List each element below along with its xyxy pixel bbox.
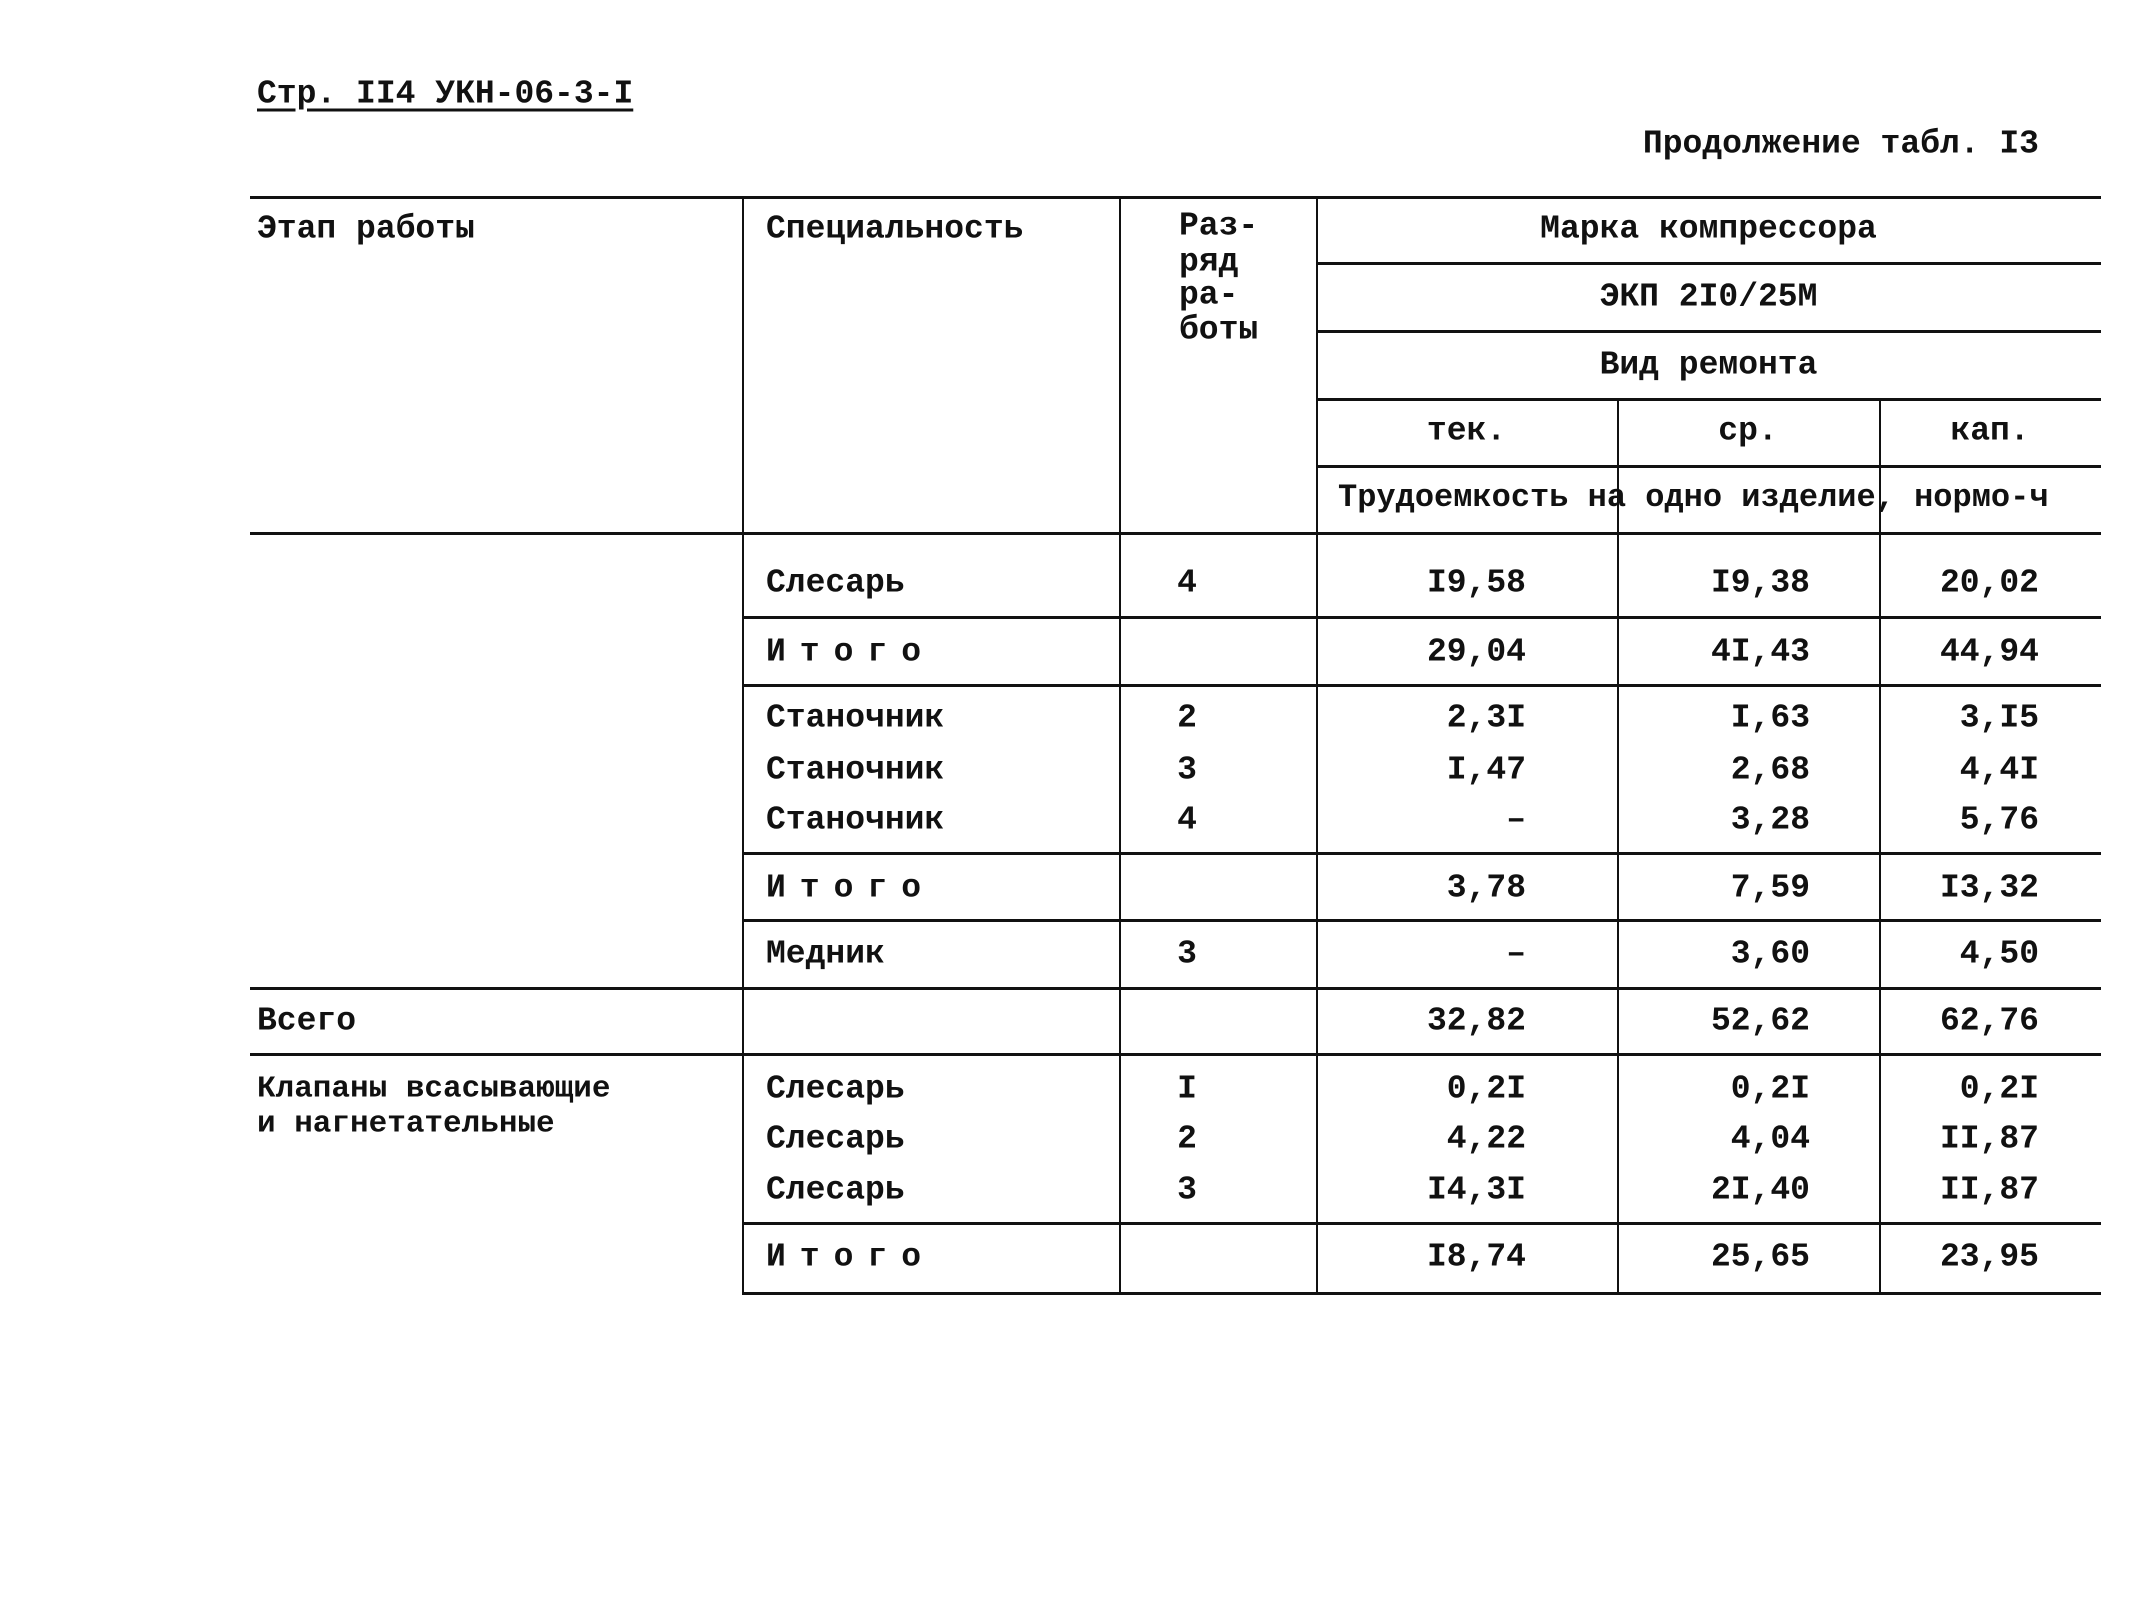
value-cell: I8,74 bbox=[1426, 1238, 1526, 1276]
header-compressor-brand: Марка компрессора bbox=[1540, 210, 1877, 248]
header-grade-1: Раз- bbox=[1179, 207, 1259, 245]
value-cell: 4,50 bbox=[1959, 935, 2039, 973]
value-cell: 5,76 bbox=[1959, 801, 2039, 839]
table-continuation-label: Продолжение табл. I3 bbox=[1642, 125, 2039, 163]
header-grade-4: боты bbox=[1179, 311, 1259, 349]
specialty-cell: Слесарь bbox=[766, 1070, 905, 1108]
value-cell: 2I,40 bbox=[1710, 1171, 1810, 1209]
stage-cell: Всего bbox=[257, 1002, 357, 1040]
value-cell: II,87 bbox=[1939, 1171, 2039, 1209]
specialty-cell: Станочник bbox=[766, 751, 945, 789]
value-cell: 2,68 bbox=[1730, 751, 1810, 789]
column-divider bbox=[1316, 197, 1318, 1293]
value-cell: 0,2I bbox=[1959, 1070, 2039, 1108]
value-cell: 4,22 bbox=[1446, 1120, 1526, 1158]
header-stage: Этап работы bbox=[257, 210, 475, 248]
value-cell: 29,04 bbox=[1426, 633, 1526, 671]
row-divider bbox=[742, 1292, 2101, 1295]
value-cell: 3,I5 bbox=[1959, 699, 2039, 737]
specialty-cell: Медник bbox=[766, 935, 885, 973]
page-ref: Стр. II4 УКН-06-3-I bbox=[257, 75, 634, 113]
row-divider bbox=[742, 1222, 2101, 1225]
value-cell: – bbox=[1506, 935, 1526, 973]
column-divider bbox=[1119, 197, 1121, 1293]
value-cell: 0,2I bbox=[1446, 1070, 1526, 1108]
specialty-cell: Станочник bbox=[766, 801, 945, 839]
total-label: Итого bbox=[766, 1238, 936, 1276]
row-divider bbox=[1316, 262, 2101, 265]
row-divider bbox=[250, 1053, 2101, 1056]
header-repair-capital: кап. bbox=[1950, 412, 2030, 450]
row-divider bbox=[742, 919, 2101, 922]
column-divider bbox=[1879, 399, 1881, 1293]
value-cell: – bbox=[1506, 801, 1526, 839]
row-divider bbox=[1316, 330, 2101, 333]
value-cell: 62,76 bbox=[1939, 1002, 2039, 1040]
value-cell: I,63 bbox=[1730, 699, 1810, 737]
value-cell: 3,28 bbox=[1730, 801, 1810, 839]
value-cell: 3,78 bbox=[1446, 869, 1526, 907]
row-divider bbox=[250, 987, 2101, 990]
value-cell: II,87 bbox=[1939, 1120, 2039, 1158]
value-cell: 32,82 bbox=[1426, 1002, 1526, 1040]
header-repair-type: Вид ремонта bbox=[1599, 346, 1818, 384]
column-divider bbox=[742, 197, 744, 1293]
header-grade-2: ряд bbox=[1179, 243, 1239, 281]
grade-cell: I bbox=[1177, 1070, 1197, 1108]
value-cell: I4,3I bbox=[1426, 1171, 1526, 1209]
grade-cell: 2 bbox=[1177, 699, 1197, 737]
grade-cell: 3 bbox=[1177, 751, 1197, 789]
header-compressor-model: ЭКП 2I0/25М bbox=[1599, 278, 1818, 316]
value-cell: 25,65 bbox=[1710, 1238, 1810, 1276]
stage-cell: Клапаны всасывающие bbox=[257, 1071, 611, 1107]
specialty-cell: Станочник bbox=[766, 699, 945, 737]
total-label: Итого bbox=[766, 633, 936, 671]
row-divider bbox=[250, 196, 2101, 199]
row-divider bbox=[742, 684, 2101, 687]
value-cell: I9,58 bbox=[1426, 564, 1526, 602]
value-cell: I3,32 bbox=[1939, 869, 2039, 907]
value-cell: 7,59 bbox=[1730, 869, 1810, 907]
grade-cell: 2 bbox=[1177, 1120, 1197, 1158]
value-cell: 2,3I bbox=[1446, 699, 1526, 737]
specialty-cell: Слесарь bbox=[766, 564, 905, 602]
grade-cell: 4 bbox=[1177, 564, 1197, 602]
value-cell: 23,95 bbox=[1939, 1238, 2039, 1276]
value-cell: I,47 bbox=[1446, 751, 1526, 789]
value-cell: 3,60 bbox=[1730, 935, 1810, 973]
header-repair-medium: ср. bbox=[1718, 412, 1778, 450]
header-grade-3: ра- bbox=[1179, 276, 1239, 314]
header-repair-current: тек. bbox=[1426, 412, 1507, 450]
specialty-cell: Слесарь bbox=[766, 1171, 905, 1209]
header-labor: Трудоемкость на одно изделие, нормо-ч bbox=[1338, 479, 2049, 516]
row-divider bbox=[742, 616, 2101, 619]
value-cell: 52,62 bbox=[1710, 1002, 1810, 1040]
grade-cell: 4 bbox=[1177, 801, 1197, 839]
row-divider bbox=[250, 532, 2101, 535]
total-label: Итого bbox=[766, 869, 936, 907]
value-cell: 0,2I bbox=[1730, 1070, 1810, 1108]
grade-cell: 3 bbox=[1177, 1171, 1197, 1209]
value-cell: 4,4I bbox=[1959, 751, 2039, 789]
value-cell: 44,94 bbox=[1939, 633, 2039, 671]
header-specialty: Специальность bbox=[766, 210, 1024, 248]
value-cell: 4,04 bbox=[1730, 1120, 1810, 1158]
row-divider bbox=[1316, 398, 2101, 401]
value-cell: 20,02 bbox=[1939, 564, 2039, 602]
value-cell: I9,38 bbox=[1710, 564, 1810, 602]
column-divider bbox=[1617, 399, 1619, 1293]
stage-cell: и нагнетательные bbox=[257, 1106, 555, 1142]
grade-cell: 3 bbox=[1177, 935, 1197, 973]
row-divider bbox=[742, 852, 2101, 855]
specialty-cell: Слесарь bbox=[766, 1120, 905, 1158]
row-divider bbox=[1316, 465, 2101, 468]
value-cell: 4I,43 bbox=[1710, 633, 1810, 671]
